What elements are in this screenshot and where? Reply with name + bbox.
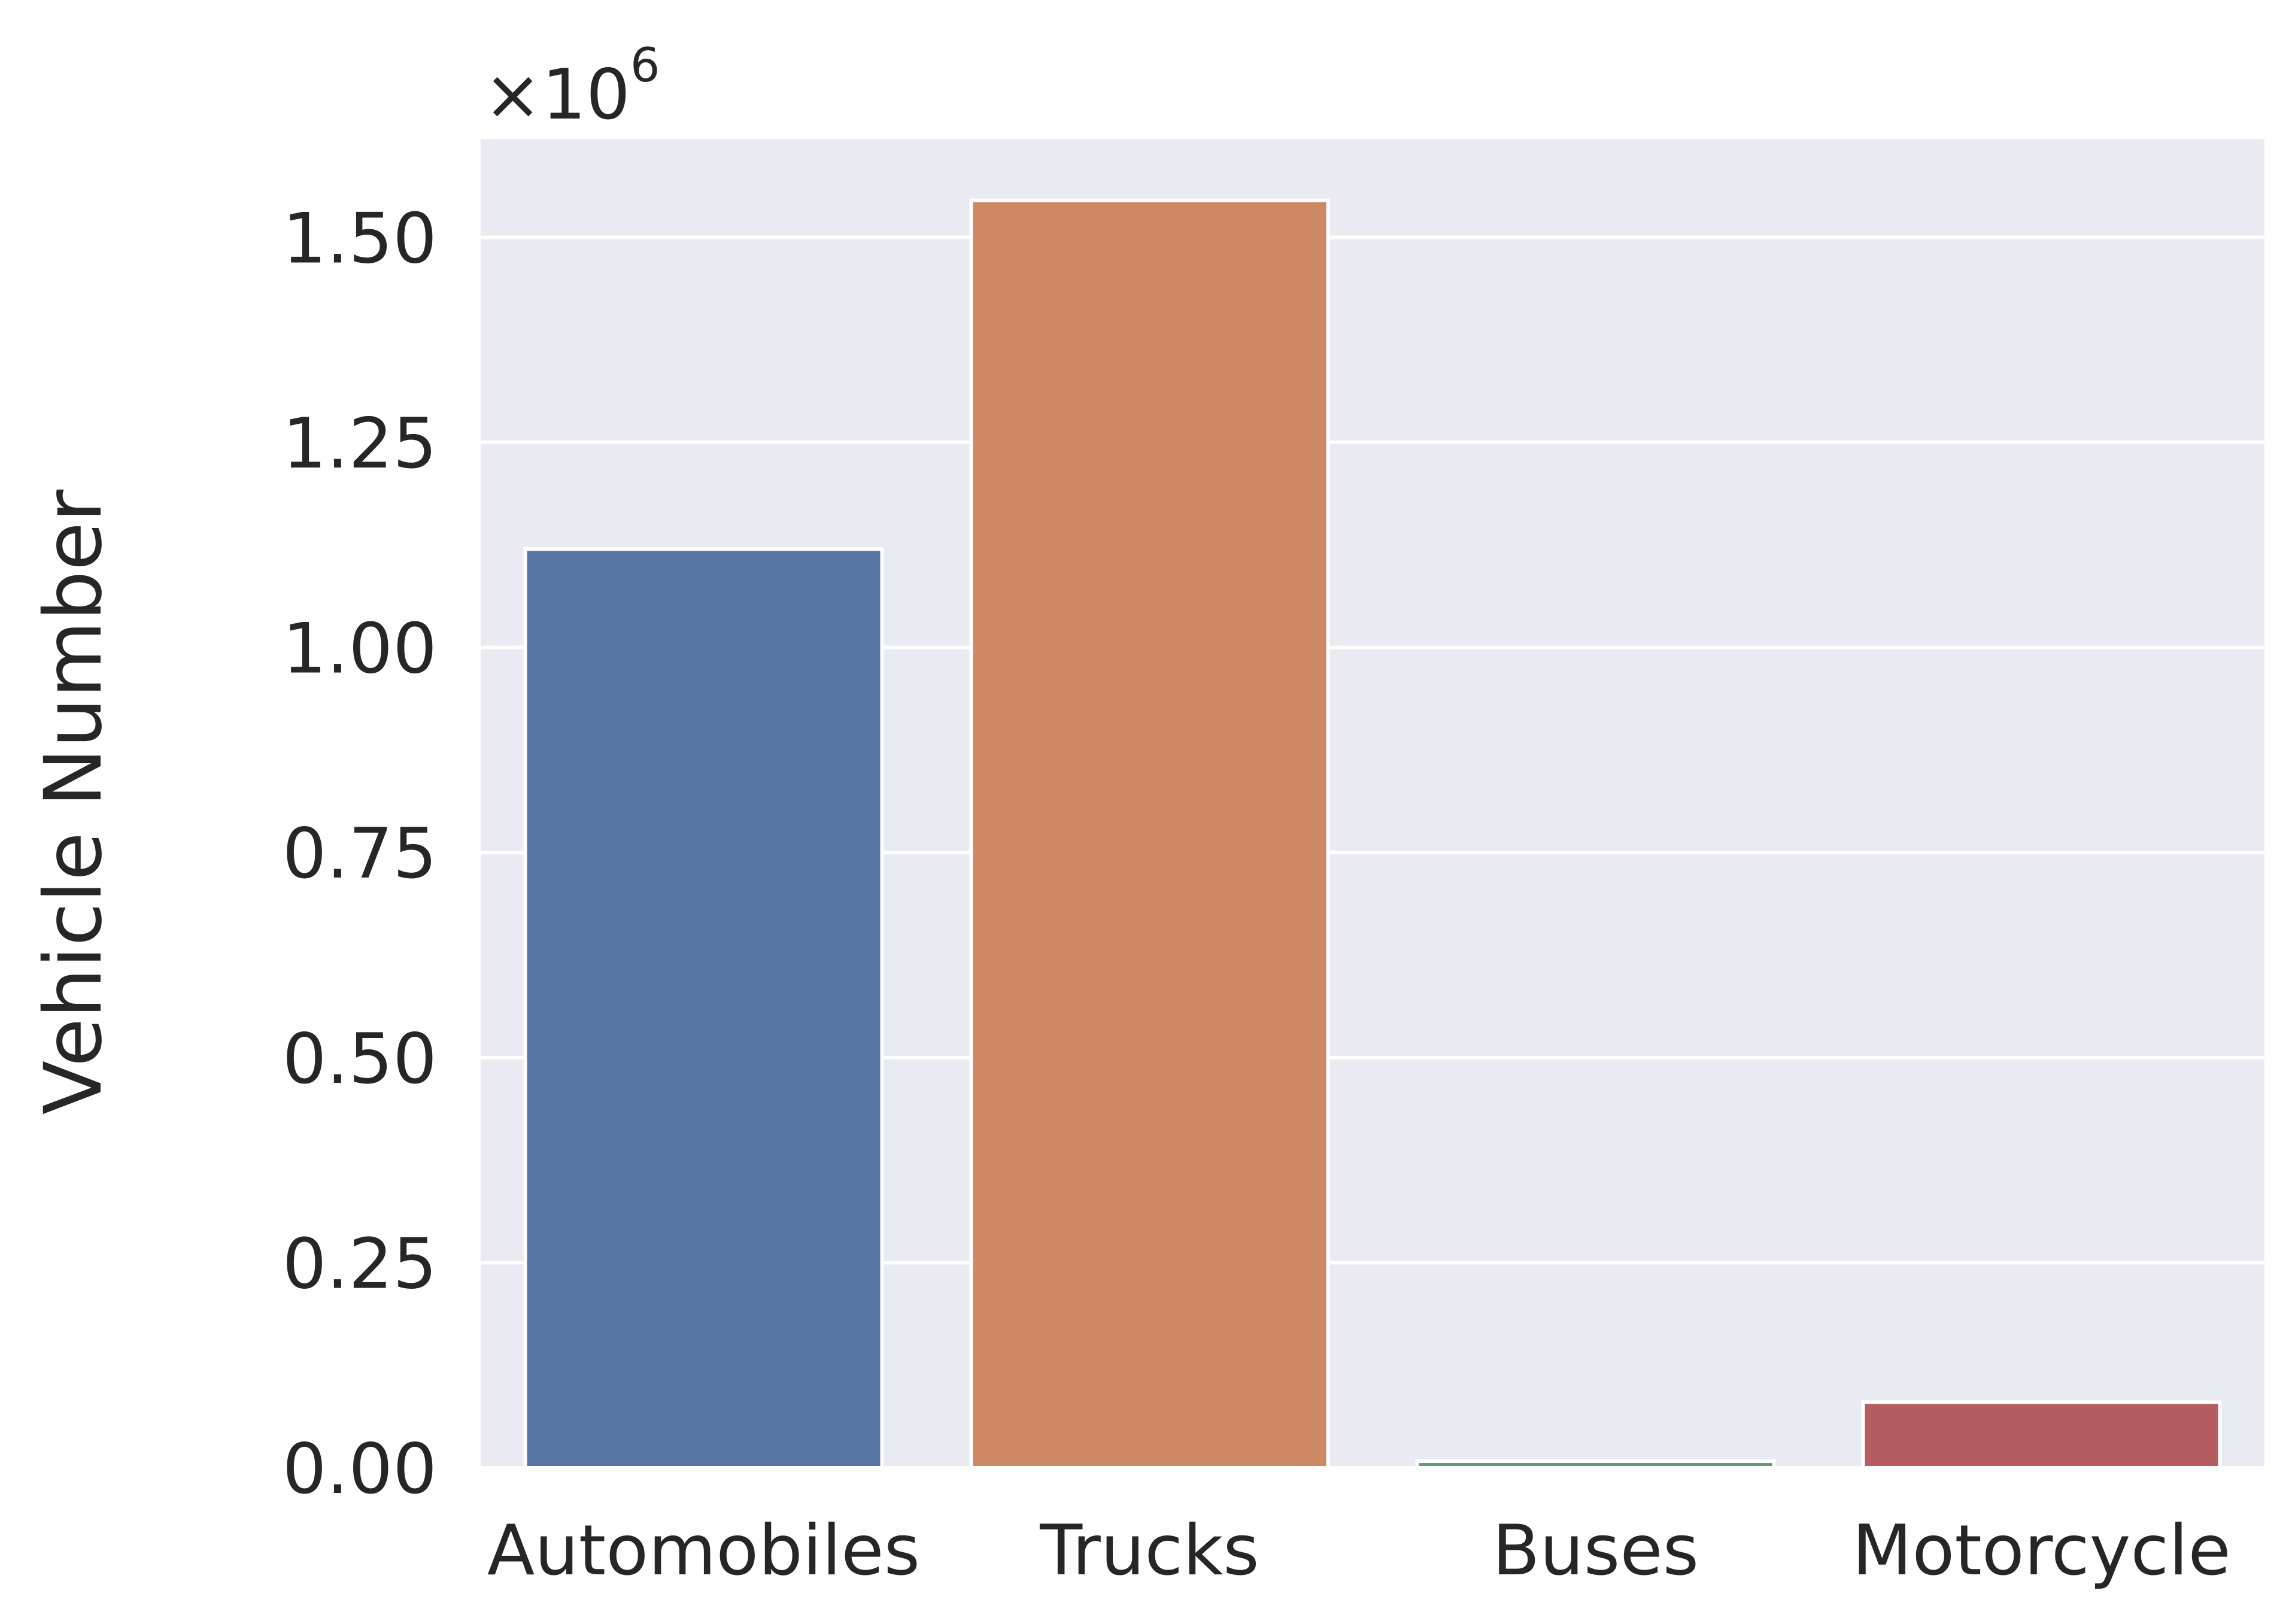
y-tick-label: 1.50 [283, 198, 437, 279]
x-tick-label: Automobiles [487, 1510, 920, 1591]
y-tick-labels: 0.00 0.25 0.50 0.75 1.00 1.25 1.50 [283, 198, 437, 1510]
bar-buses [1415, 1459, 1776, 1470]
y-axis-title: Vehicle Number [28, 489, 120, 1115]
y-axis-multiplier-base: ×10 [484, 54, 630, 135]
y-tick-label: 1.00 [283, 609, 437, 690]
y-tick-label: 0.00 [283, 1429, 437, 1510]
bar-trucks [969, 198, 1330, 1470]
y-tick-label: 0.50 [283, 1019, 437, 1100]
x-tick-label: Trucks [1039, 1510, 1259, 1591]
x-tick-label: Buses [1492, 1510, 1699, 1591]
y-tick-label: 0.75 [283, 813, 437, 894]
y-tick-label: 1.25 [283, 403, 437, 484]
y-axis-multiplier: ×106 [484, 39, 660, 135]
x-tick-label: Motorcycle [1852, 1510, 2230, 1591]
bar-automobiles [523, 547, 884, 1470]
bar-motorcycle [1861, 1400, 2222, 1470]
x-tick-labels: Automobiles Trucks Buses Motorcycle [487, 1510, 2231, 1591]
y-axis-multiplier-exponent: 6 [630, 39, 660, 93]
y-tick-label: 0.25 [283, 1224, 437, 1304]
bars [523, 198, 2222, 1470]
